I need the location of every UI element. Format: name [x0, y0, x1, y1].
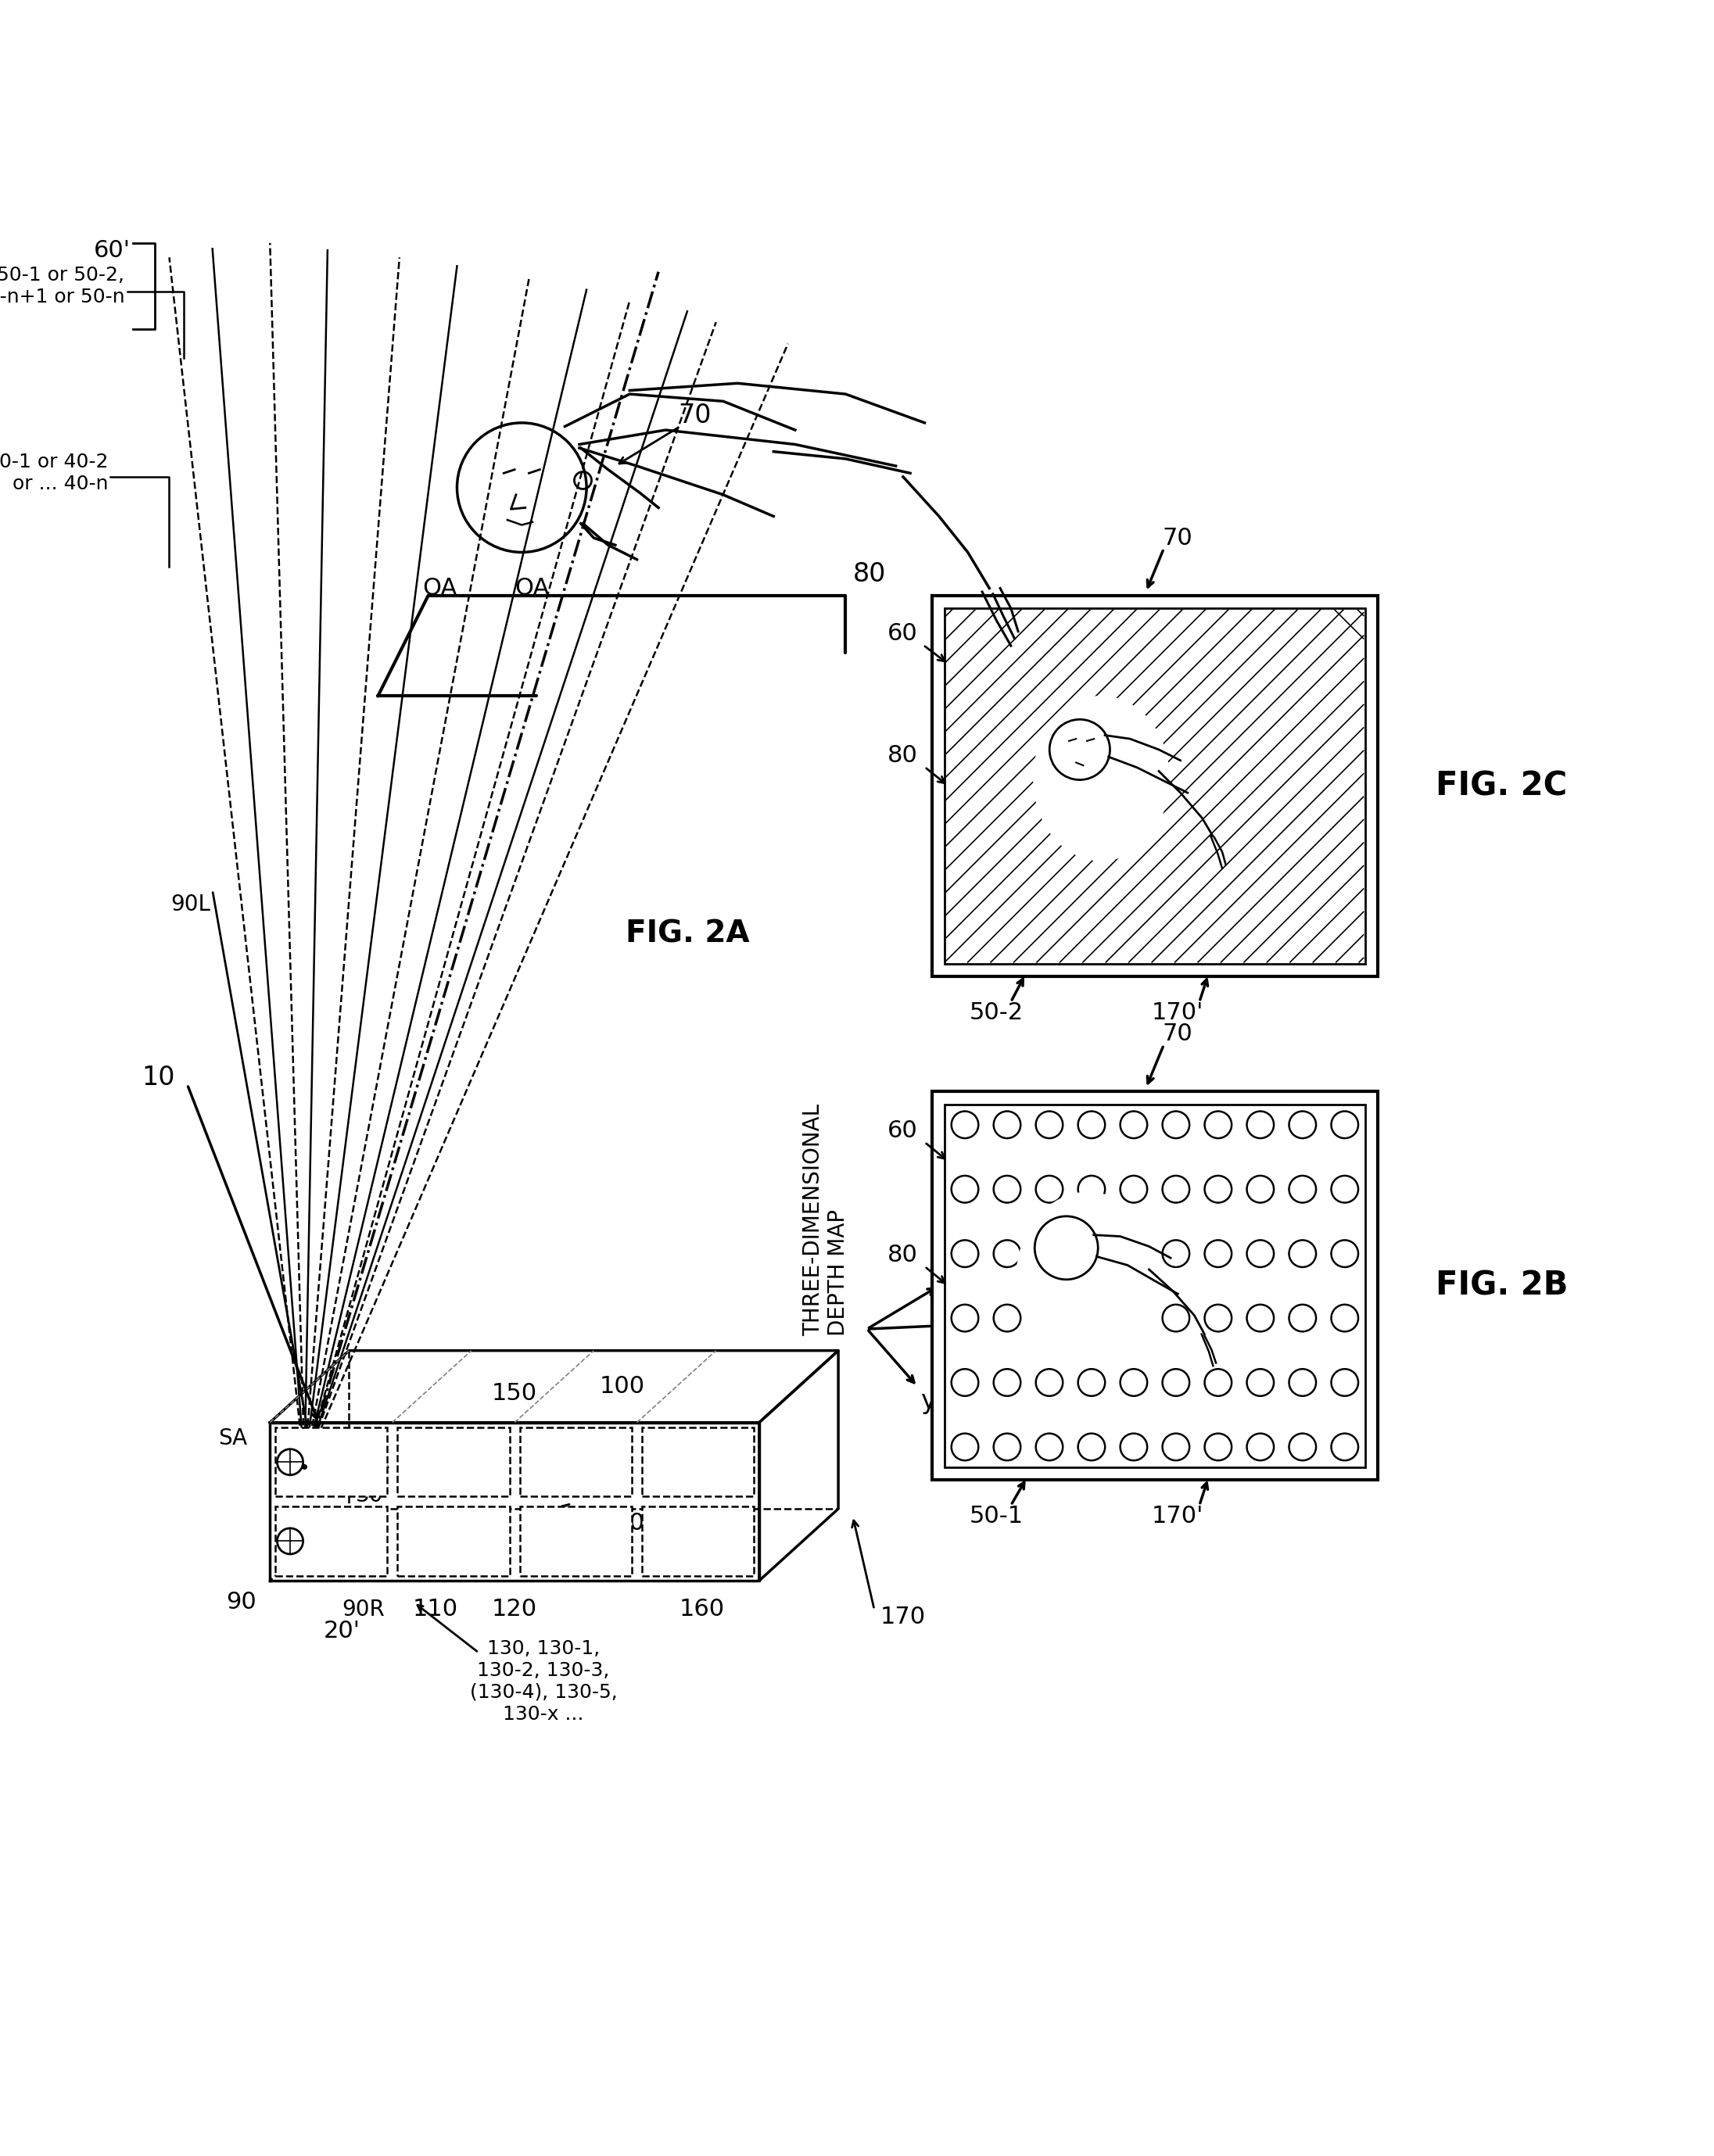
Text: 80: 80 — [888, 1244, 917, 1266]
Bar — [519, 1427, 632, 1496]
Bar — [398, 1507, 509, 1576]
Text: 140: 140 — [600, 1511, 644, 1535]
Text: 170': 170' — [1152, 1505, 1203, 1526]
Text: 70: 70 — [1162, 1022, 1193, 1046]
Bar — [932, 1091, 1378, 1479]
Text: z: z — [946, 1266, 960, 1291]
Text: 20': 20' — [324, 1619, 360, 1643]
Text: FIG. 2A: FIG. 2A — [626, 918, 749, 949]
Text: 90: 90 — [226, 1591, 257, 1613]
Bar — [274, 1507, 387, 1576]
Text: 40-1 or 40-2
or ... 40-n: 40-1 or 40-2 or ... 40-n — [0, 453, 108, 494]
Bar — [519, 1507, 632, 1576]
Bar — [274, 1427, 387, 1496]
Text: FIG. 2B: FIG. 2B — [1435, 1270, 1568, 1302]
Bar — [643, 1427, 754, 1496]
Text: 80: 80 — [852, 561, 886, 586]
Ellipse shape — [1034, 696, 1169, 860]
Text: 90R: 90R — [343, 1598, 386, 1621]
Text: FIG. 2C: FIG. 2C — [1435, 770, 1567, 802]
Text: 80: 80 — [888, 744, 917, 768]
Text: 90L: 90L — [171, 895, 211, 916]
Ellipse shape — [1016, 1192, 1160, 1365]
Text: 90R: 90R — [348, 1451, 391, 1473]
Text: 50-1 or 50-2,
..., 50-n+1 or 50-n: 50-1 or 50-2, ..., 50-n+1 or 50-n — [0, 265, 125, 306]
Text: 160: 160 — [679, 1598, 725, 1621]
Text: 50-1: 50-1 — [970, 1505, 1023, 1526]
Bar — [944, 608, 1364, 964]
Text: 130, 130-1,
130-2, 130-3,
(130-4), 130-5,
130-x ...: 130, 130-1, 130-2, 130-3, (130-4), 130-5… — [470, 1639, 617, 1723]
Text: 60: 60 — [888, 1119, 917, 1143]
Text: 100: 100 — [600, 1376, 644, 1397]
Bar — [643, 1507, 754, 1576]
Text: 60: 60 — [888, 623, 917, 645]
Text: 170: 170 — [881, 1606, 926, 1628]
Text: OA: OA — [422, 578, 458, 599]
Bar — [398, 1427, 509, 1496]
Text: THREE-DIMENSIONAL
DEPTH MAP: THREE-DIMENSIONAL DEPTH MAP — [802, 1104, 850, 1337]
Text: x: x — [953, 1313, 968, 1339]
Bar — [932, 595, 1378, 977]
Text: 50-2: 50-2 — [970, 1000, 1023, 1024]
Text: OA: OA — [514, 578, 548, 599]
Text: 170': 170' — [1152, 1000, 1203, 1024]
Text: SA: SA — [218, 1427, 247, 1449]
Text: 10: 10 — [142, 1065, 175, 1091]
Text: 120: 120 — [492, 1598, 536, 1621]
Text: 90L: 90L — [348, 1531, 387, 1552]
Text: 60': 60' — [93, 239, 130, 261]
Text: 150: 150 — [492, 1382, 536, 1406]
Text: 30: 30 — [355, 1485, 384, 1507]
Bar — [944, 1104, 1364, 1466]
Text: 70: 70 — [677, 403, 711, 429]
Text: 70: 70 — [1162, 526, 1193, 550]
Text: y: y — [920, 1388, 936, 1414]
Text: 110: 110 — [413, 1598, 458, 1621]
